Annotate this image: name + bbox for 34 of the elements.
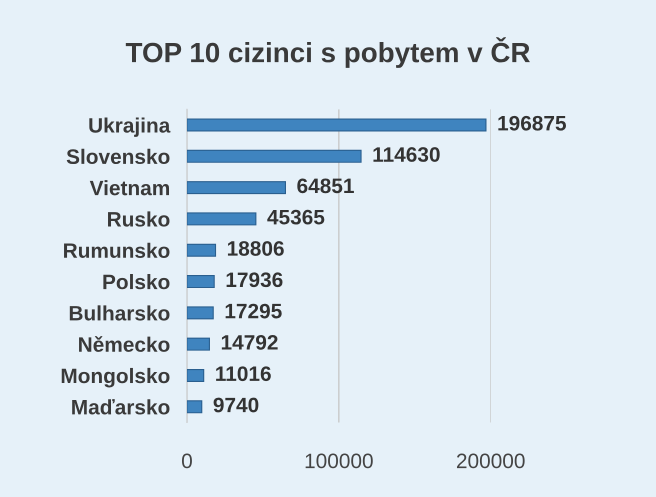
y-tick-label: Rusko: [108, 211, 170, 227]
data-label: 45365: [267, 210, 324, 225]
x-tick-label: 200000: [456, 454, 525, 468]
y-tick-label: Vietnam: [90, 180, 170, 196]
x-tick-label: 100000: [306, 454, 373, 468]
data-label: 196875: [498, 116, 566, 131]
bar: [186, 181, 286, 194]
bar: [186, 338, 210, 351]
y-tick-label: Mongolsko: [62, 368, 170, 388]
bar: [186, 400, 202, 414]
data-label: 17295: [226, 304, 282, 318]
y-tick-label: Rumunsko: [64, 242, 170, 258]
y-tick-label: Slovensko: [66, 148, 170, 164]
y-tick-label: Ukrajina: [89, 117, 170, 137]
data-label: 64851: [297, 178, 354, 194]
y-tick-label: Maďarsko: [72, 399, 170, 415]
y-tick-label: Bulharsko: [70, 305, 170, 321]
data-label: 17936: [226, 272, 282, 288]
bar: [186, 244, 216, 257]
y-tick-label: Německo: [79, 336, 170, 352]
bar: [186, 118, 486, 132]
bar: [186, 368, 204, 382]
bar: [186, 306, 214, 320]
bar: [186, 212, 256, 226]
chart-title: TOP 10 cizinci s pobytem v ČR: [126, 37, 530, 68]
data-label: 11016: [216, 366, 271, 382]
y-tick-label: Polsko: [103, 274, 170, 290]
bar: [186, 275, 215, 288]
data-label: 18806: [228, 241, 284, 256]
data-label: 114630: [373, 147, 440, 162]
data-label: 14792: [222, 335, 278, 350]
x-tick-label: 0: [182, 454, 192, 468]
data-label: 9740: [214, 398, 258, 412]
bar: [186, 150, 362, 163]
